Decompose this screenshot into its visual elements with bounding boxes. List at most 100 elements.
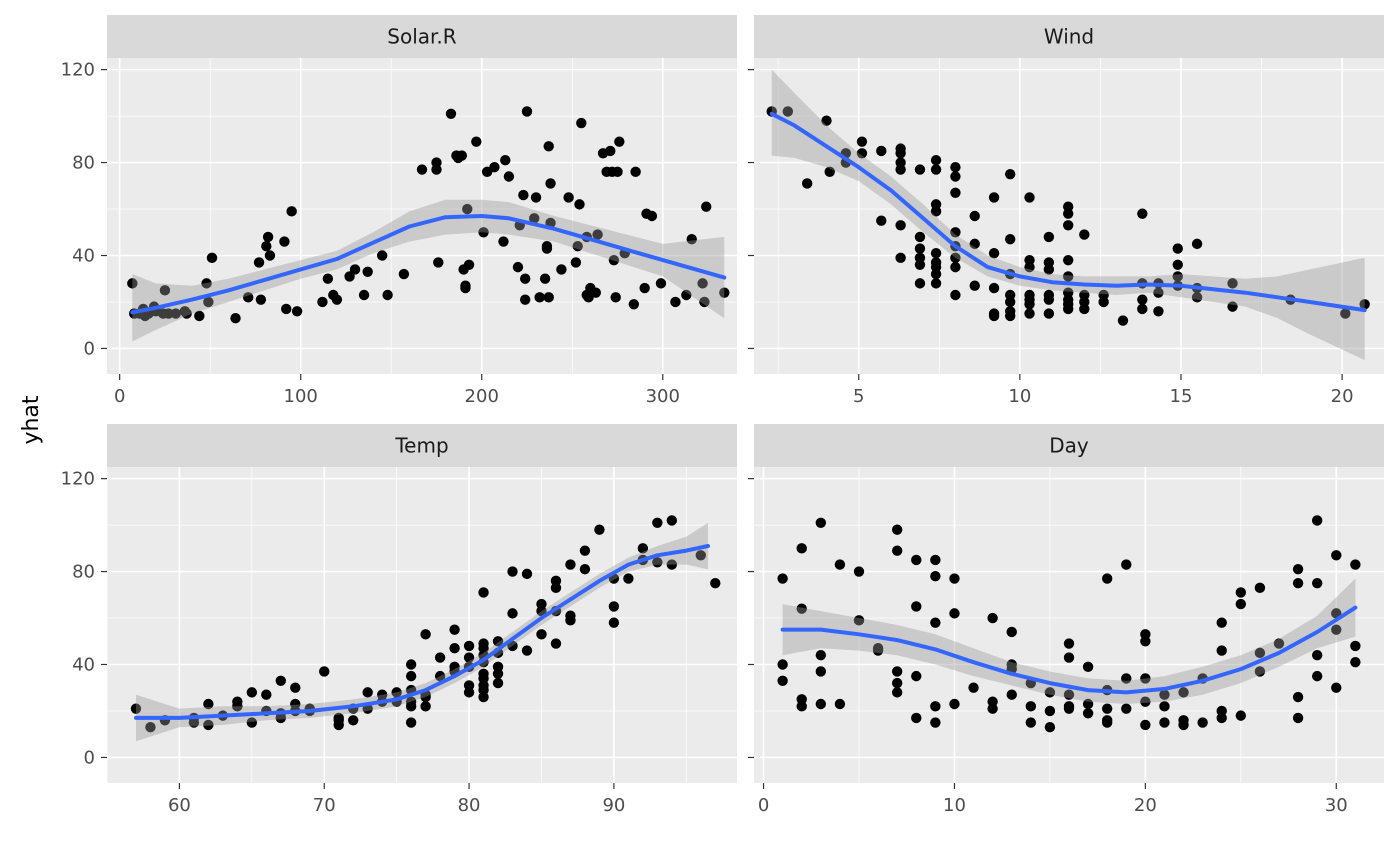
data-point xyxy=(471,136,482,147)
data-point xyxy=(398,268,410,280)
data-point xyxy=(434,652,446,663)
data-point xyxy=(232,696,243,707)
data-point xyxy=(610,292,621,303)
x-tick-label: 90 xyxy=(602,795,625,816)
data-point xyxy=(1024,192,1035,203)
data-point xyxy=(460,282,471,294)
y-tick-label: 40 xyxy=(72,655,95,676)
data-point xyxy=(130,703,142,714)
facet-day: Day 0 10 20 30 xyxy=(748,424,1384,816)
data-point xyxy=(570,257,582,268)
x-tick-label: 0 xyxy=(758,795,769,816)
data-point xyxy=(1006,689,1017,700)
data-point xyxy=(478,587,489,598)
data-point xyxy=(358,289,370,301)
data-point xyxy=(159,285,171,296)
x-tick-label: 10 xyxy=(1008,386,1031,407)
data-point xyxy=(969,280,980,291)
data-point xyxy=(930,206,942,217)
data-point xyxy=(815,650,827,661)
data-point xyxy=(821,115,832,126)
data-point xyxy=(521,568,533,580)
data-point xyxy=(405,717,417,728)
data-point xyxy=(503,171,515,182)
data-point xyxy=(1216,712,1227,724)
facet-solar-r: Solar.R 0 40 80 120 0 100 200 300 xyxy=(61,15,737,407)
x-tick-label: 60 xyxy=(168,795,191,816)
data-point xyxy=(572,241,583,252)
data-point xyxy=(519,273,531,284)
data-point xyxy=(815,666,827,677)
y-tick-label: 40 xyxy=(72,246,95,267)
data-point xyxy=(420,701,431,712)
data-point xyxy=(623,573,634,584)
data-point xyxy=(1063,689,1075,700)
data-point xyxy=(1350,640,1361,652)
data-point xyxy=(1159,717,1170,728)
data-point xyxy=(911,554,922,566)
data-point xyxy=(456,150,468,161)
data-point xyxy=(988,282,1000,294)
data-point xyxy=(534,292,545,303)
data-point xyxy=(608,601,620,612)
data-point xyxy=(405,670,417,682)
data-point xyxy=(348,715,359,726)
data-point xyxy=(930,278,942,289)
data-point xyxy=(127,278,138,289)
data-point xyxy=(1350,559,1361,570)
data-point xyxy=(950,171,961,182)
data-point xyxy=(170,308,181,319)
data-point xyxy=(1063,703,1075,714)
data-point xyxy=(576,117,587,129)
data-point xyxy=(1292,691,1304,703)
data-point xyxy=(701,201,712,212)
data-point xyxy=(592,229,603,240)
data-point xyxy=(1191,292,1203,303)
data-point xyxy=(550,638,562,649)
data-point xyxy=(382,289,393,301)
data-point xyxy=(463,640,475,652)
data-point xyxy=(930,247,942,259)
data-point xyxy=(290,682,301,693)
data-point xyxy=(930,155,942,166)
data-point xyxy=(666,559,678,570)
data-point xyxy=(1137,294,1148,305)
x-tick-label: 0 xyxy=(114,386,125,407)
panel-marks xyxy=(766,69,1370,361)
data-point xyxy=(445,108,457,119)
data-point xyxy=(1101,573,1113,584)
data-point xyxy=(856,148,868,159)
data-point xyxy=(1292,577,1304,589)
data-point xyxy=(261,241,272,252)
data-point xyxy=(1044,687,1056,698)
data-point xyxy=(536,629,547,640)
data-point xyxy=(1063,638,1075,649)
data-point xyxy=(478,691,489,703)
data-point xyxy=(405,696,417,707)
data-point xyxy=(203,719,214,731)
data-point xyxy=(834,559,846,570)
data-point xyxy=(1062,208,1074,219)
data-point xyxy=(969,238,980,250)
data-point xyxy=(519,294,531,305)
data-point xyxy=(1159,689,1170,700)
data-point xyxy=(194,310,205,322)
data-point xyxy=(815,517,827,528)
data-point xyxy=(181,308,192,319)
data-point xyxy=(697,278,708,289)
data-point xyxy=(449,643,460,654)
data-point xyxy=(1191,238,1203,250)
data-point xyxy=(1172,271,1183,282)
facet-strip-label: Solar.R xyxy=(387,25,456,49)
data-point xyxy=(1140,636,1151,647)
data-point xyxy=(463,687,475,698)
data-point xyxy=(895,252,906,264)
data-point xyxy=(255,294,267,305)
data-point xyxy=(1121,673,1132,684)
data-point xyxy=(911,670,922,682)
panel-background xyxy=(107,467,737,783)
data-point xyxy=(1311,515,1323,526)
data-point xyxy=(853,566,865,577)
data-point xyxy=(420,629,431,640)
